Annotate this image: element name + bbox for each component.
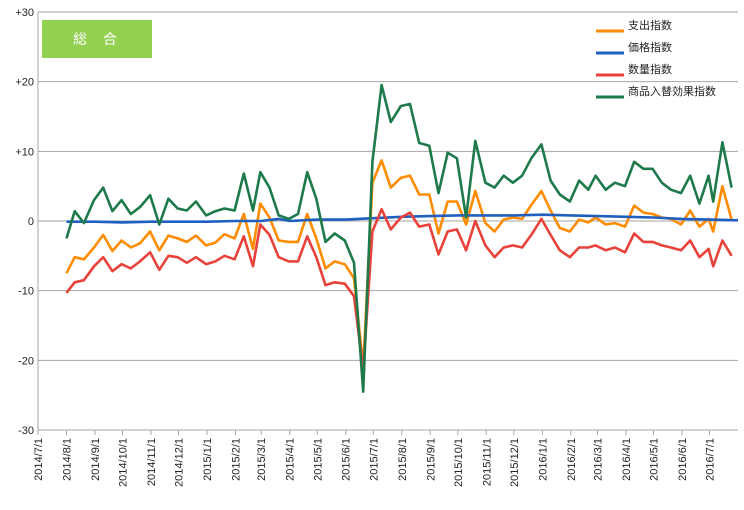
- x-tick-label: 2014/10/1: [118, 438, 130, 487]
- x-tick-label: 2015/8/1: [397, 438, 409, 481]
- x-tick-label: 2016/4/1: [621, 438, 633, 481]
- x-tick-label: 2015/9/1: [425, 438, 437, 481]
- series-line-1: [66, 213, 739, 224]
- y-tick-label: +10: [15, 146, 34, 158]
- x-tick-label: 2015/12/1: [509, 438, 521, 487]
- x-tick-label: 2014/9/1: [90, 438, 102, 481]
- series-line-2: [65, 207, 733, 373]
- x-tick-label: 2015/7/1: [368, 438, 380, 481]
- x-tick-label: 2016/3/1: [592, 438, 604, 481]
- x-tick-label: 2016/2/1: [566, 438, 578, 481]
- chart-badge: 総 合: [42, 20, 152, 58]
- y-tick-label: +20: [15, 77, 34, 89]
- y-axis: +30 +20 +10 0 -10 -20 -30: [15, 7, 34, 437]
- x-tick-label: 2014/12/1: [174, 438, 186, 487]
- x-tick-label: 2016/7/1: [705, 438, 717, 481]
- x-tick-label: 2015/2/1: [231, 438, 243, 481]
- x-tick-label: 2014/8/1: [61, 438, 73, 481]
- x-tick-label: 2015/10/1: [453, 438, 465, 487]
- legend-label-1: 価格指数: [628, 40, 672, 54]
- x-tick-label: 2015/5/1: [312, 438, 324, 481]
- y-tick-label: -30: [18, 425, 34, 437]
- x-tick-label: 2015/11/1: [481, 438, 493, 486]
- badge-label: 総 合: [73, 31, 123, 47]
- x-axis: 2014/7/1 2014/8/1 2014/9/1 2014/10/1 2014/11…: [33, 430, 717, 487]
- x-tick-label: 2015/6/1: [341, 438, 353, 481]
- y-tick-label: 0: [28, 216, 34, 228]
- x-tick-label: 2015/3/1: [256, 438, 268, 481]
- legend-label-2: 数量指数: [628, 62, 672, 76]
- x-tick-label: 2016/6/1: [677, 438, 689, 481]
- y-tick-label: -10: [18, 286, 34, 298]
- series-line-3: [65, 83, 733, 393]
- y-tick-label: +30: [15, 7, 34, 19]
- x-tick-label: 2015/1/1: [202, 438, 214, 481]
- legend-label-3: 商品入替効果指数: [628, 84, 716, 98]
- y-tick-label: -20: [18, 355, 34, 367]
- x-tick-label: 2016/1/1: [537, 438, 549, 481]
- x-tick-label: 2016/5/1: [648, 438, 660, 481]
- legend-label-0: 支出指数: [628, 18, 672, 32]
- x-tick-label: 2014/7/1: [33, 438, 45, 481]
- badge-box: [42, 20, 152, 58]
- x-tick-label: 2015/4/1: [285, 438, 297, 481]
- series-lines: [65, 83, 739, 393]
- x-tick-label: 2014/11/1: [146, 438, 158, 486]
- series-line-0: [65, 159, 733, 369]
